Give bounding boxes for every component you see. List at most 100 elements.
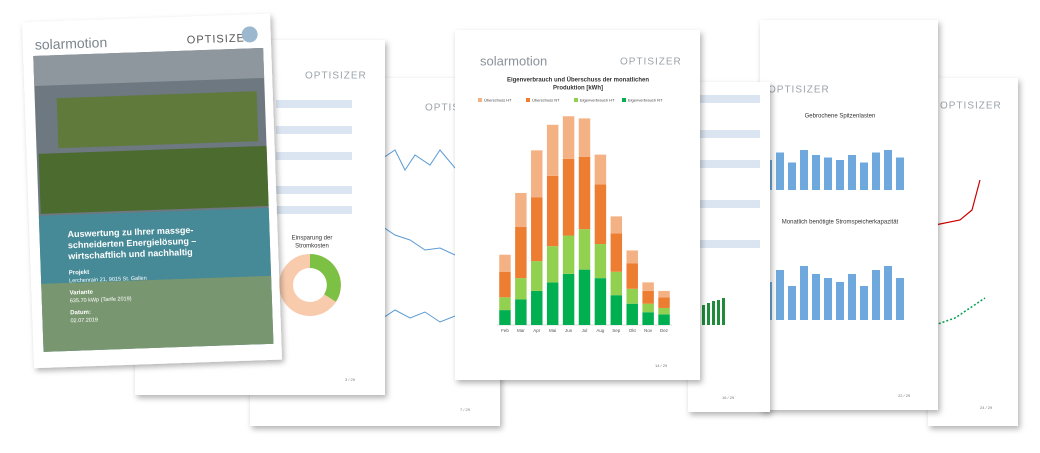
- cover-title: schneiderten Energielösung –: [68, 236, 197, 250]
- cover-page: solarmotion OPTISIZER Auswertung zu Ihre…: [22, 13, 282, 369]
- brand-logo: solarmotion: [480, 53, 547, 68]
- product-logo: OPTISIZER: [620, 57, 682, 68]
- bar-segment: [562, 116, 575, 159]
- decor-bar: [884, 266, 892, 320]
- product-logo: OPTISIZER: [940, 101, 1002, 112]
- decor-bar: [872, 270, 880, 320]
- bar-segment: [578, 269, 591, 325]
- decor-bar: [776, 152, 784, 190]
- bar-segment: [578, 118, 591, 157]
- page-number: 7 / 29: [460, 407, 471, 412]
- bar-segment: [515, 227, 527, 279]
- bar-segment: [642, 282, 654, 291]
- bar-segment: [515, 192, 527, 228]
- decor-bar: [788, 286, 796, 320]
- decor-bar: [812, 155, 820, 190]
- bar-segment: [499, 310, 511, 325]
- bar-segment: [499, 271, 511, 298]
- bar-segment: [594, 278, 607, 325]
- x-tick-label: Aug: [596, 328, 605, 333]
- stacked-bar-chart: Feb Mar Apr Mai Jun Jul Aug Sep Okt Nov Dez Übersch…: [478, 98, 672, 333]
- bar-segment: [546, 282, 559, 325]
- chart-title: Stromkosten: [295, 244, 329, 250]
- decor-bar: [836, 160, 844, 190]
- x-tick-label: Apr: [533, 328, 541, 333]
- chart-title: Produktion [kWh]: [553, 86, 603, 92]
- cover-photo: [56, 91, 259, 149]
- bar-segment: [499, 297, 511, 311]
- bar-segment: [531, 290, 543, 325]
- page-number: 16 / 29: [722, 395, 735, 400]
- decor-bar: [860, 286, 868, 320]
- bar-segment: [562, 235, 575, 274]
- bar-segment: [578, 156, 591, 230]
- x-tick-label: Jul: [582, 328, 588, 333]
- product-logo: OPTISIZER: [305, 71, 367, 82]
- bar-segment: [531, 197, 543, 262]
- legend-label: Eigenverbrauch NT: [628, 98, 663, 103]
- field-value: 02.07.2019: [70, 317, 98, 324]
- chart-title: Gebrochene Spitzenlasten: [805, 114, 876, 120]
- decor-bar: [800, 150, 808, 190]
- field-label: Variante: [69, 290, 93, 297]
- cover-photo: [38, 145, 269, 214]
- x-tick-label: Sep: [612, 328, 621, 333]
- x-tick-label: Nov: [644, 328, 653, 333]
- field-value: 635.70 kWp (Tarife 2019): [70, 296, 132, 304]
- report-page: [928, 78, 1018, 426]
- bar-segment: [562, 273, 575, 325]
- page-number: 24 / 29: [980, 405, 993, 410]
- decor-bar: [812, 274, 820, 320]
- bar-segment: [531, 150, 543, 198]
- decor-bar: [884, 150, 892, 190]
- decor-bar: [776, 270, 784, 320]
- x-tick-label: Mar: [517, 328, 525, 333]
- bar-segment: [626, 250, 638, 264]
- decor-bar: [788, 162, 796, 190]
- x-tick-label: Mai: [549, 328, 556, 333]
- decor-bar: [896, 278, 904, 320]
- bar-segment: [578, 229, 591, 270]
- bar-segment: [626, 303, 638, 325]
- legend-swatch: [574, 98, 578, 102]
- chart-title: Monatlich benötigte Stromspeicherkapazit…: [782, 220, 899, 226]
- x-tick-label: Feb: [501, 328, 509, 333]
- cover-title: wirtschaftlich und nachhaltig: [67, 247, 193, 261]
- decor-bar: [872, 152, 880, 190]
- field-label: Projekt: [69, 270, 90, 277]
- x-tick-label: Dez: [660, 328, 669, 333]
- cover-text: Auswertung zu Ihrer massge-schneiderten …: [67, 225, 197, 324]
- decor-line: [379, 149, 466, 171]
- decor-bar: [800, 266, 808, 320]
- cover-photo: [33, 47, 265, 86]
- bar-segment: [594, 154, 607, 185]
- bar-segment: [594, 184, 607, 245]
- bar-segment: [499, 254, 511, 272]
- legend-label: Überschuss HT: [484, 98, 512, 103]
- logo-icon: [241, 26, 258, 43]
- bar-segment: [515, 278, 527, 300]
- decor-donut: [309, 254, 341, 302]
- cover-overlay: [41, 275, 274, 352]
- decor-table: [700, 95, 760, 248]
- decor-line: [934, 297, 986, 326]
- decor-bar: [896, 157, 904, 190]
- cover-title: Auswertung zu Ihrer massge-: [67, 225, 193, 239]
- page-number: 14 / 29: [655, 363, 668, 368]
- decor-bar: [824, 157, 832, 190]
- page-number: 22 / 29: [898, 393, 911, 398]
- decor-bar: [860, 162, 868, 190]
- bar-segment: [546, 124, 559, 176]
- x-tick-label: Okt: [629, 328, 637, 333]
- brand-logo: solarmotion: [35, 34, 108, 53]
- legend-label: Eigenverbrauch HT: [580, 98, 615, 103]
- page-number: 3 / 29: [345, 377, 356, 382]
- decor-bars: [764, 150, 904, 320]
- bar-segment: [658, 290, 670, 298]
- decor-bar: [824, 278, 832, 320]
- bar-segment: [515, 299, 527, 325]
- decor-table: [276, 100, 352, 214]
- bar-segment: [610, 271, 623, 296]
